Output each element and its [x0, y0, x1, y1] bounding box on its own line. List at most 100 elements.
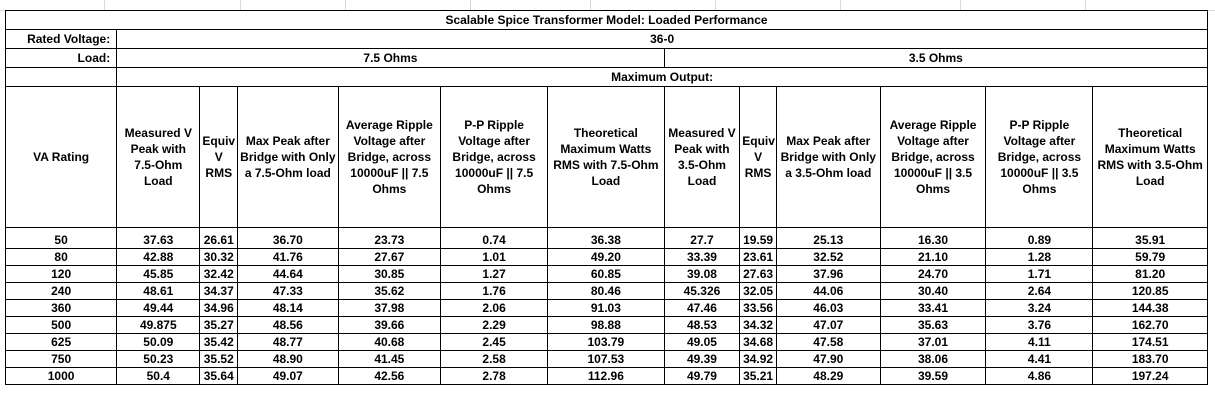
column-header[interactable]: Measured V Peak with 7.5-Ohm Load	[116, 86, 201, 228]
table-cell[interactable]: 80.46	[547, 282, 665, 300]
table-cell[interactable]: 32.05	[739, 282, 777, 300]
table-cell[interactable]: 49.07	[237, 367, 339, 385]
table-cell[interactable]: 4.41	[985, 350, 1094, 368]
table-cell[interactable]: 2.78	[440, 367, 549, 385]
table-cell[interactable]: 44.06	[775, 282, 881, 300]
table-cell[interactable]: 144.38	[1092, 299, 1208, 317]
table-cell[interactable]: 47.46	[663, 299, 741, 317]
table-cell[interactable]: 32.42	[199, 265, 239, 283]
va-rating-cell[interactable]: 750	[4, 350, 118, 368]
table-cell[interactable]: 23.73	[337, 227, 442, 249]
va-rating-cell[interactable]: 240	[4, 282, 118, 300]
column-header[interactable]: Max Peak after Bridge with Only a 3.5-Oh…	[775, 86, 881, 228]
table-cell[interactable]: 4.86	[985, 367, 1094, 385]
table-cell[interactable]: 34.96	[199, 299, 239, 317]
table-cell[interactable]: 39.08	[663, 265, 741, 283]
table-cell[interactable]: 49.20	[547, 248, 665, 266]
table-cell[interactable]: 47.07	[775, 316, 881, 334]
table-cell[interactable]: 35.62	[337, 282, 442, 300]
table-cell[interactable]: 33.56	[739, 299, 777, 317]
table-cell[interactable]: 39.59	[879, 367, 987, 385]
table-cell[interactable]: 41.45	[337, 350, 442, 368]
table-cell[interactable]: 48.14	[237, 299, 339, 317]
table-cell[interactable]: 47.90	[775, 350, 881, 368]
table-cell[interactable]: 25.13	[775, 227, 881, 249]
table-cell[interactable]: 103.79	[547, 333, 665, 351]
load-7-5-ohms[interactable]: 7.5 Ohms	[116, 48, 665, 68]
table-cell[interactable]: 42.88	[116, 248, 201, 266]
column-header[interactable]: Average Ripple Voltage after Bridge, acr…	[337, 86, 442, 228]
table-cell[interactable]: 1.71	[985, 265, 1094, 283]
table-cell[interactable]: 44.64	[237, 265, 339, 283]
table-cell[interactable]: 47.58	[775, 333, 881, 351]
load-label[interactable]: Load:	[4, 48, 118, 68]
table-cell[interactable]: 42.56	[337, 367, 442, 385]
table-cell[interactable]: 120.85	[1092, 282, 1208, 300]
table-cell[interactable]: 30.40	[879, 282, 987, 300]
table-cell[interactable]: 32.52	[775, 248, 881, 266]
va-rating-cell[interactable]: 1000	[4, 367, 118, 385]
table-cell[interactable]: 50.23	[116, 350, 201, 368]
table-cell[interactable]: 21.10	[879, 248, 987, 266]
table-cell[interactable]: 27.63	[739, 265, 777, 283]
column-header[interactable]: Equiv V RMS	[739, 86, 777, 228]
va-rating-cell[interactable]: 360	[4, 299, 118, 317]
table-cell[interactable]: 48.90	[237, 350, 339, 368]
table-cell[interactable]: 45.326	[663, 282, 741, 300]
table-cell[interactable]: 2.64	[985, 282, 1094, 300]
table-cell[interactable]: 81.20	[1092, 265, 1208, 283]
table-cell[interactable]: 112.96	[547, 367, 665, 385]
table-cell[interactable]: 34.32	[739, 316, 777, 334]
table-cell[interactable]: 35.63	[879, 316, 987, 334]
table-cell[interactable]: 35.42	[199, 333, 239, 351]
table-cell[interactable]: 38.06	[879, 350, 987, 368]
table-cell[interactable]: 49.79	[663, 367, 741, 385]
load-3-5-ohms[interactable]: 3.5 Ohms	[663, 48, 1209, 68]
table-cell[interactable]: 183.70	[1092, 350, 1208, 368]
table-cell[interactable]: 27.7	[663, 227, 741, 249]
table-cell[interactable]: 1.28	[985, 248, 1094, 266]
table-cell[interactable]: 35.64	[199, 367, 239, 385]
table-cell[interactable]: 46.03	[775, 299, 881, 317]
table-title[interactable]: Scalable Spice Transformer Model: Loaded…	[5, 10, 1208, 30]
va-rating-cell[interactable]: 500	[4, 316, 118, 334]
table-cell[interactable]: 60.85	[547, 265, 665, 283]
table-cell[interactable]: 49.05	[663, 333, 741, 351]
table-cell[interactable]: 3.24	[985, 299, 1094, 317]
column-header[interactable]: Max Peak after Bridge with Only a 7.5-Oh…	[237, 86, 339, 228]
table-cell[interactable]: 33.39	[663, 248, 741, 266]
table-cell[interactable]: 37.96	[775, 265, 881, 283]
table-cell[interactable]: 40.68	[337, 333, 442, 351]
table-cell[interactable]: 41.76	[237, 248, 339, 266]
table-cell[interactable]: 2.06	[440, 299, 549, 317]
table-cell[interactable]: 37.01	[879, 333, 987, 351]
table-cell[interactable]: 2.29	[440, 316, 549, 334]
table-cell[interactable]: 34.37	[199, 282, 239, 300]
va-rating-cell[interactable]: 80	[4, 248, 118, 266]
table-cell[interactable]: 2.58	[440, 350, 549, 368]
table-cell[interactable]: 0.74	[440, 227, 549, 249]
va-rating-cell[interactable]: 50	[4, 227, 118, 249]
column-header[interactable]: Equiv V RMS	[199, 86, 239, 228]
table-cell[interactable]: 1.01	[440, 248, 549, 266]
table-cell[interactable]: 0.89	[985, 227, 1094, 249]
column-header[interactable]: Theoretical Maximum Watts RMS with 3.5-O…	[1092, 86, 1208, 228]
table-cell[interactable]: 4.11	[985, 333, 1094, 351]
table-cell[interactable]: 2.45	[440, 333, 549, 351]
table-cell[interactable]: 26.61	[199, 227, 239, 249]
table-cell[interactable]: 49.875	[116, 316, 201, 334]
table-cell[interactable]: 16.30	[879, 227, 987, 249]
table-cell[interactable]: 174.51	[1092, 333, 1208, 351]
table-cell[interactable]: 24.70	[879, 265, 987, 283]
table-cell[interactable]: 39.66	[337, 316, 442, 334]
table-cell[interactable]: 162.70	[1092, 316, 1208, 334]
table-cell[interactable]: 33.41	[879, 299, 987, 317]
table-cell[interactable]: 23.61	[739, 248, 777, 266]
table-cell[interactable]: 30.85	[337, 265, 442, 283]
table-cell[interactable]: 35.21	[739, 367, 777, 385]
table-cell[interactable]: 107.53	[547, 350, 665, 368]
table-cell[interactable]: 37.63	[116, 227, 201, 249]
table-cell[interactable]: 48.61	[116, 282, 201, 300]
table-cell[interactable]: 49.44	[116, 299, 201, 317]
table-cell[interactable]: 3.76	[985, 316, 1094, 334]
